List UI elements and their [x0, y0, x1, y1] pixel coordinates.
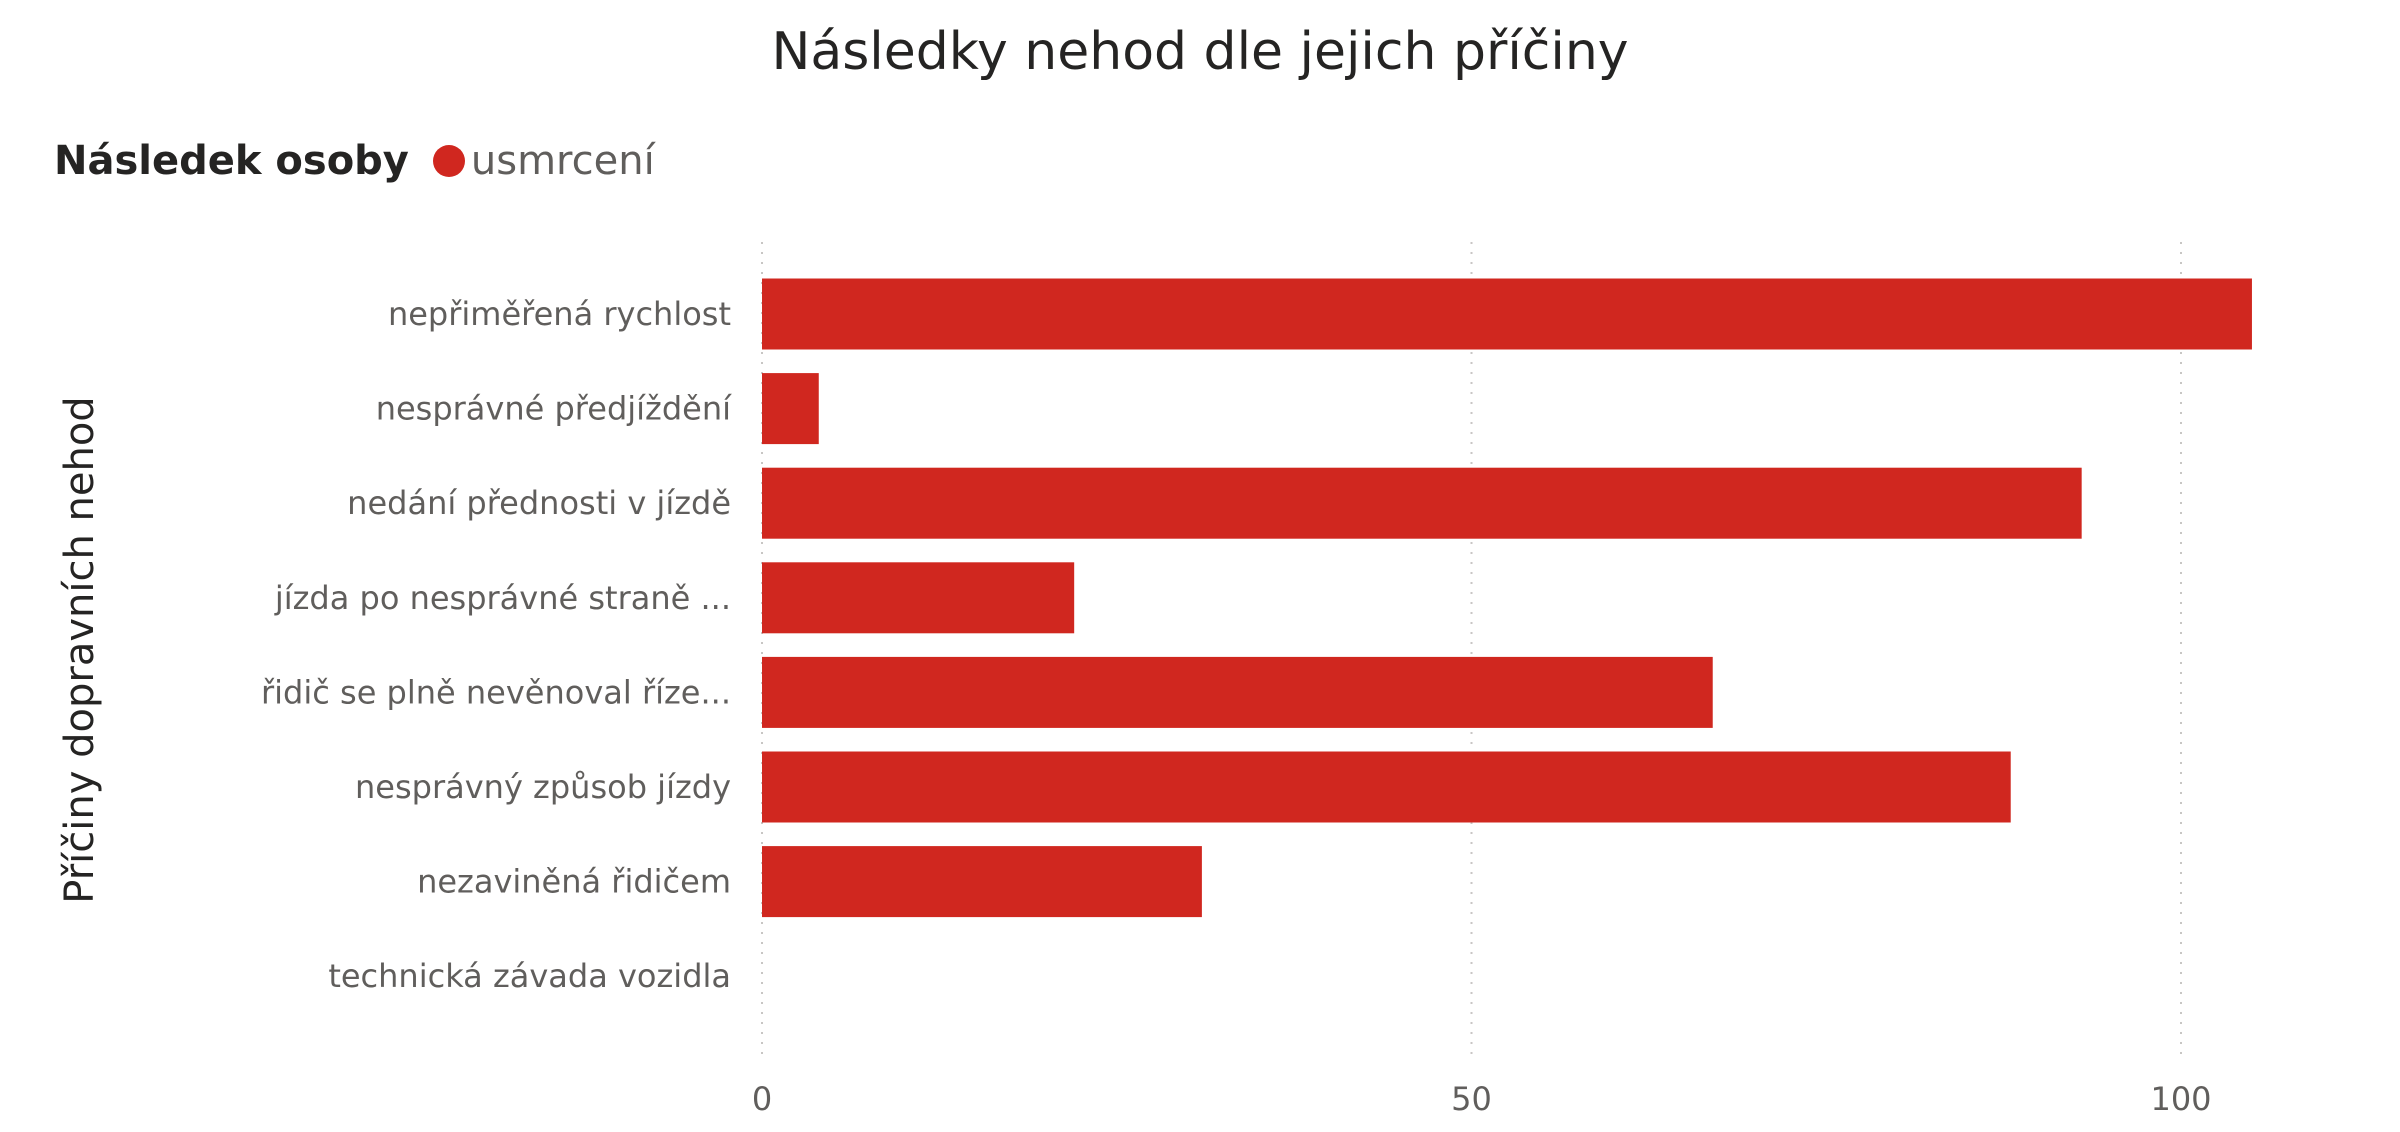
bar[interactable] — [762, 562, 1075, 634]
y-category-label: nedání přednosti v jízdě — [347, 484, 731, 522]
y-category-label: nesprávný způsob jízdy — [355, 768, 731, 806]
y-category-label: nezaviněná řidičem — [417, 863, 731, 901]
bar[interactable] — [762, 656, 1713, 728]
x-tick-label: 50 — [1451, 1080, 1492, 1118]
bar[interactable] — [762, 278, 2252, 350]
y-category-label: technická závada vozidla — [328, 957, 731, 995]
bar[interactable] — [762, 846, 1202, 918]
legend-marker-icon — [432, 145, 465, 177]
y-category-label: řidič se plně nevěnoval říze... — [261, 673, 731, 711]
legend-entry-usmrceni[interactable]: usmrcení — [470, 138, 655, 184]
y-category-label: jízda po nesprávné straně ... — [274, 579, 731, 617]
bar[interactable] — [762, 373, 819, 445]
x-tick-label: 100 — [2150, 1080, 2211, 1118]
legend: Následek osoby usmrcení — [54, 138, 655, 184]
bar[interactable] — [762, 467, 2082, 539]
chart-title: Následky nehod dle jejich příčiny — [771, 22, 1629, 82]
x-tick-label: 0 — [752, 1080, 772, 1118]
legend-title: Následek osoby — [54, 138, 409, 184]
y-category-label: nesprávné předjíždění — [376, 390, 732, 428]
bar[interactable] — [762, 751, 2011, 823]
y-category-label: nepřiměřená rychlost — [388, 295, 731, 333]
